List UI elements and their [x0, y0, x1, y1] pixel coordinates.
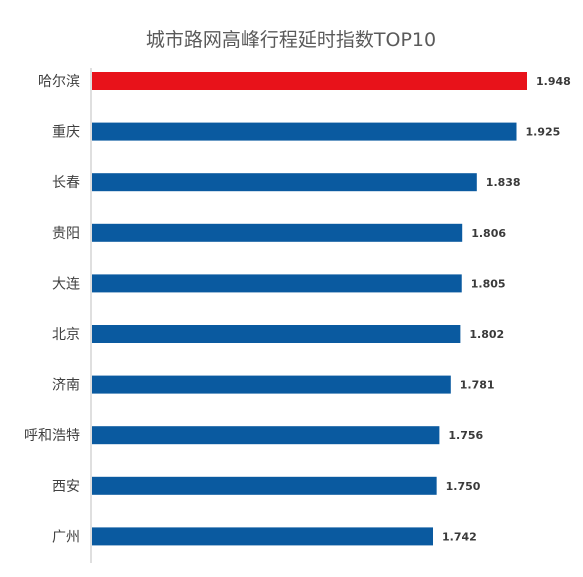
bar: [92, 426, 440, 445]
category-label: 呼和浩特: [24, 428, 80, 444]
bar: [92, 325, 461, 343]
value-label: 1.806: [471, 227, 506, 240]
bar: [92, 72, 527, 90]
value-label: 1.742: [442, 530, 477, 543]
category-label: 贵阳: [52, 226, 80, 242]
bar: [92, 274, 462, 293]
value-label: 1.838: [486, 176, 521, 189]
chart-title: 城市路网高峰行程延时指数TOP10: [146, 29, 436, 51]
category-label: 重庆: [52, 125, 80, 141]
bar: [92, 173, 477, 192]
bar: [92, 223, 463, 242]
category-label: 北京: [52, 327, 80, 343]
bar: [92, 476, 437, 495]
value-label: 1.781: [460, 379, 495, 392]
category-label: 长春: [52, 175, 80, 191]
value-label: 1.756: [448, 429, 483, 442]
category-label: 哈尔滨: [38, 74, 80, 90]
bar: [92, 122, 517, 141]
bar: [92, 527, 433, 546]
category-label: 西安: [52, 479, 80, 495]
category-label: 广州: [52, 529, 80, 545]
value-label: 1.802: [469, 328, 504, 341]
bar: [92, 375, 451, 394]
value-label: 1.750: [446, 480, 481, 493]
value-label: 1.805: [471, 277, 506, 290]
value-label: 1.925: [526, 126, 561, 139]
category-label: 大连: [52, 276, 80, 292]
value-label: 1.948: [536, 75, 571, 88]
bars-group: 哈尔滨 1.948 重庆 1.925 长春 1.838 贵阳 1.806 大连 1.805 北京 1.…: [24, 72, 571, 546]
category-label: 济南: [52, 378, 80, 394]
